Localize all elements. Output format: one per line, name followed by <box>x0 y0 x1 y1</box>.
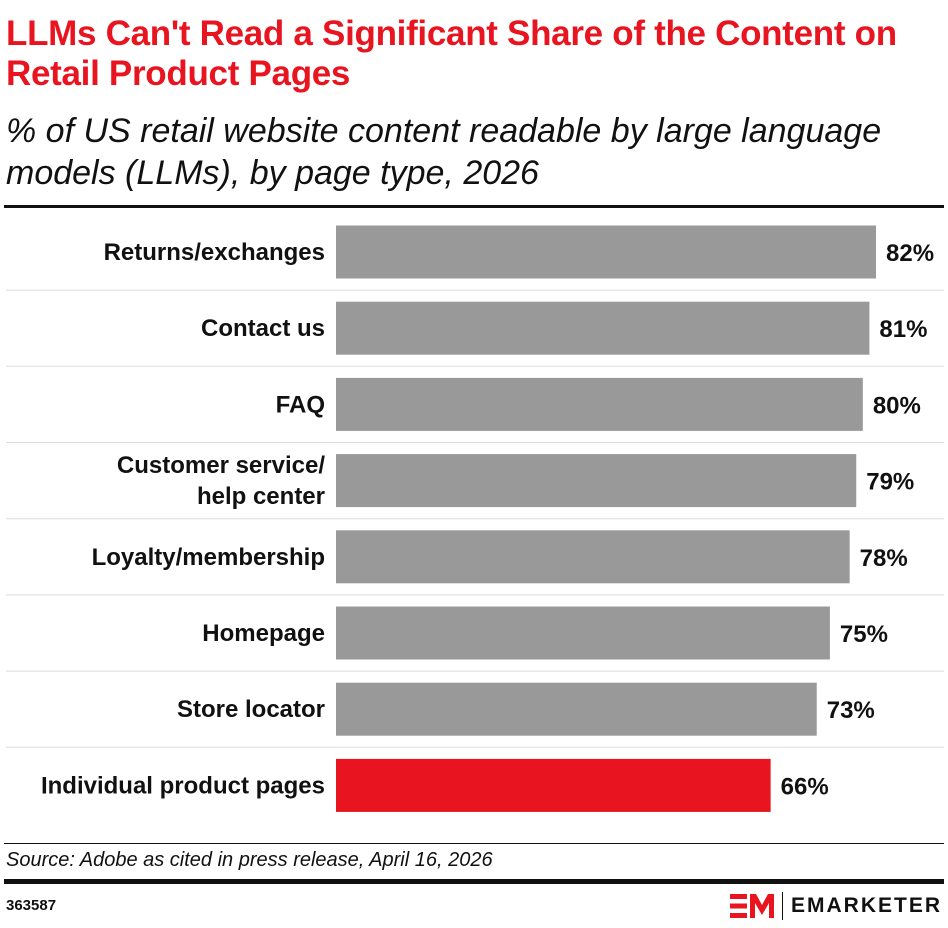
bar <box>336 454 857 508</box>
bar <box>336 682 817 736</box>
bar <box>336 606 830 660</box>
top-divider <box>4 205 944 208</box>
value-label: 78% <box>860 545 908 572</box>
chart-title: LLMs Can't Read a Significant Share of t… <box>6 14 897 93</box>
category-label: Individual product pages <box>41 772 325 799</box>
value-label: 75% <box>840 621 888 648</box>
value-label: 73% <box>827 697 875 724</box>
bar <box>336 377 863 431</box>
chart-id: 363587 <box>6 897 57 914</box>
category-label: Contact us <box>201 315 325 342</box>
bar <box>336 225 876 279</box>
category-label: Store locator <box>177 696 325 723</box>
bar <box>336 758 771 812</box>
em-logo-icon <box>729 894 774 918</box>
brand-name: EMARKETER <box>790 894 942 917</box>
category-label: Customer service/help center <box>117 452 325 510</box>
logo-separator <box>781 892 783 920</box>
value-label: 82% <box>886 240 934 267</box>
category-label: Homepage <box>202 620 325 647</box>
value-label: 79% <box>866 469 914 496</box>
chart-subtitle: % of US retail website content readable … <box>6 112 882 192</box>
bar-chart: Returns/exchanges 82% Contact us 81% FAQ 80% C… <box>6 225 944 812</box>
value-label: 66% <box>781 773 829 800</box>
bar <box>336 301 870 355</box>
bar <box>336 530 850 584</box>
emarketer-logo[interactable]: EMARKETER <box>729 890 942 922</box>
source-note: Source: Adobe as cited in press release,… <box>6 849 493 871</box>
value-label: 81% <box>879 316 927 343</box>
category-label: FAQ <box>276 391 325 418</box>
source-divider <box>4 843 944 844</box>
value-label: 80% <box>873 392 921 419</box>
category-label: Loyalty/membership <box>92 544 325 571</box>
category-label: Returns/exchanges <box>104 239 325 266</box>
bottom-divider <box>4 879 944 884</box>
